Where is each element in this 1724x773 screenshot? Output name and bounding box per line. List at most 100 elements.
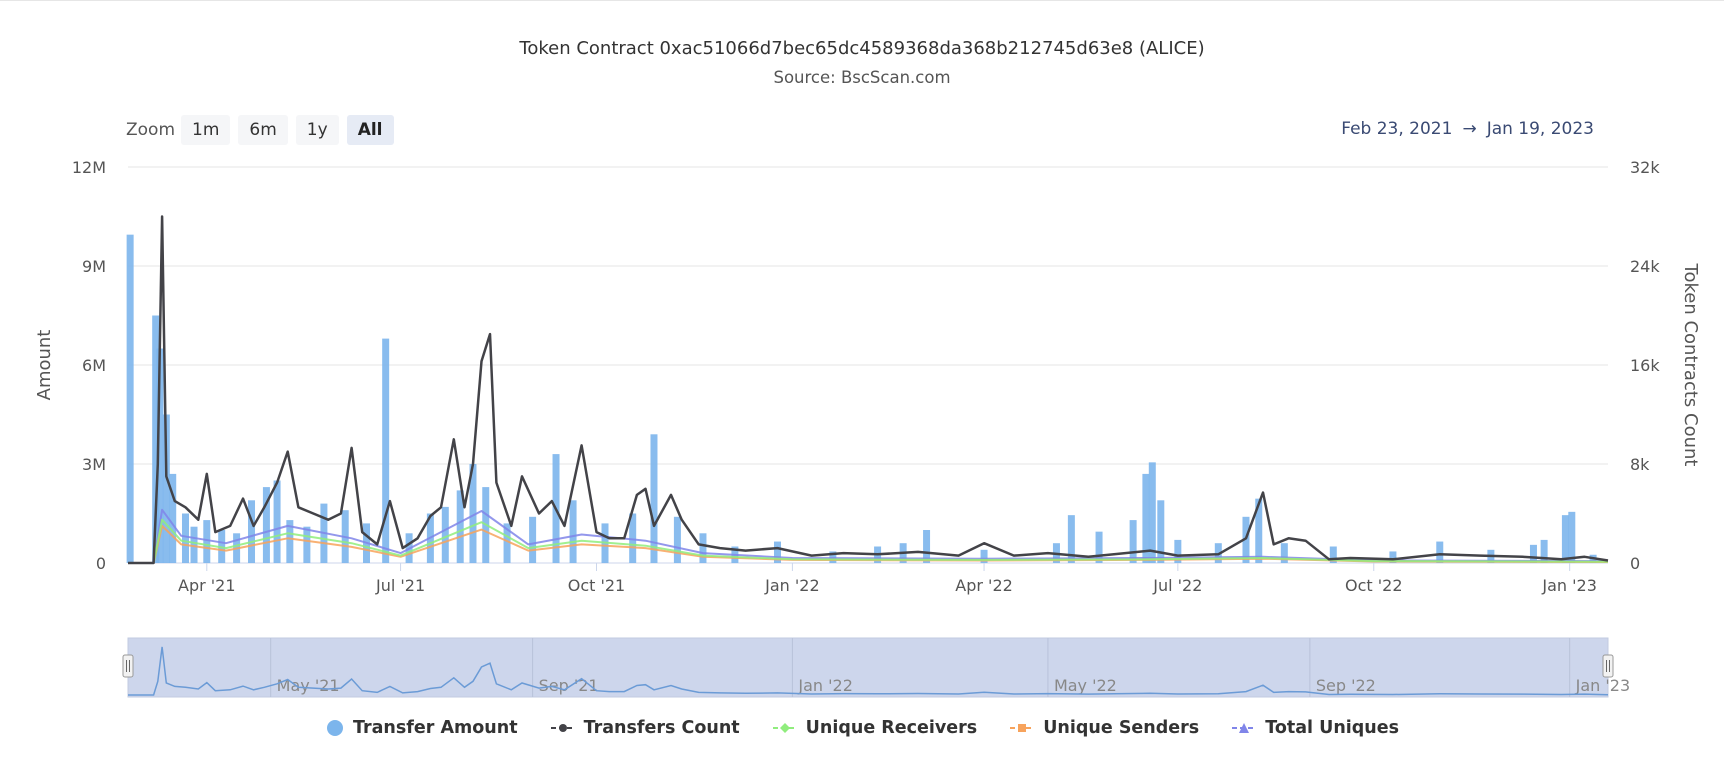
transfer-amount-bar bbox=[262, 487, 270, 563]
transfer-amount-bar bbox=[1142, 473, 1150, 563]
grid-lines bbox=[128, 166, 1608, 564]
transfer-amount-bar bbox=[1067, 515, 1075, 563]
zoom-selector: Zoom 1m 6m 1y All bbox=[126, 115, 402, 145]
x-tick-label: Oct '22 bbox=[1345, 576, 1403, 595]
transfer-amount-bar bbox=[1540, 539, 1548, 563]
transfer-amount-bar bbox=[1174, 539, 1182, 563]
legend-item-total-uniques[interactable]: Total Uniques bbox=[1231, 718, 1399, 738]
transfer-amount-bar bbox=[126, 234, 134, 563]
line-series bbox=[128, 215, 1609, 565]
transfer-amount-bar bbox=[1095, 531, 1103, 563]
navigator-tick-label: May '22 bbox=[1054, 676, 1117, 695]
line-square-icon bbox=[1010, 724, 1035, 732]
circle-icon bbox=[326, 720, 343, 736]
y-tick-label-left: 12M bbox=[72, 158, 106, 177]
transfer-amount-bar bbox=[1129, 520, 1137, 563]
transfer-amount-bar bbox=[1436, 541, 1444, 563]
transfer-amount-bar bbox=[1148, 462, 1156, 563]
total-uniques-line bbox=[128, 508, 1609, 564]
transfer-amount-bar bbox=[1242, 516, 1250, 563]
transfer-amount-bar bbox=[248, 500, 256, 563]
chart-title: Token Contract 0xac51066d7bec65dc4589368… bbox=[519, 38, 1205, 59]
transfer-amount-bar bbox=[303, 526, 311, 563]
x-tick-label: Jan '22 bbox=[764, 576, 820, 595]
transfer-amount-bar bbox=[1157, 500, 1165, 563]
y-tick-label-right: 32k bbox=[1630, 158, 1660, 177]
transfer-amount-bar bbox=[529, 516, 537, 563]
range-from[interactable]: Feb 23, 2021 bbox=[1341, 119, 1453, 139]
legend-item-transfer-amount[interactable]: Transfer Amount bbox=[325, 718, 518, 738]
legend-item-transfers-count[interactable]: Transfers Count bbox=[550, 718, 740, 738]
x-tick-label: Oct '21 bbox=[568, 576, 626, 595]
transfer-amount-bar bbox=[1280, 543, 1288, 563]
transfer-amount-bar bbox=[650, 434, 658, 563]
navigator-series-line bbox=[128, 646, 1609, 696]
navigator-left-handle[interactable] bbox=[122, 654, 134, 678]
transfer-amount-bar bbox=[699, 533, 707, 563]
x-tick-label: Jul '21 bbox=[375, 576, 425, 595]
transfer-amount-bar bbox=[1329, 546, 1337, 563]
transfer-amount-bar bbox=[1255, 498, 1263, 563]
zoom-1m-button[interactable]: 1m bbox=[181, 115, 231, 145]
navigator-right-handle[interactable] bbox=[1602, 654, 1614, 678]
legend-label: Transfers Count bbox=[583, 718, 740, 738]
transfer-amount-bar bbox=[1389, 551, 1397, 563]
transfer-amount-bar bbox=[569, 500, 577, 563]
y-tick-label-left: 0 bbox=[96, 554, 106, 573]
navigator-tick-label: May '21 bbox=[277, 676, 340, 695]
transfer-amount-bar bbox=[980, 549, 988, 563]
axes: 0 3M 6M 9M 12M 0 8k 16k 24k 32k Amount Token Contra… bbox=[34, 158, 1701, 595]
legend-label: Unique Senders bbox=[1043, 718, 1200, 738]
range-arrow: → bbox=[1462, 119, 1477, 139]
transfer-amount-bar bbox=[923, 530, 931, 563]
navigator[interactable]: May '21 Sep '21 Jan '22 May '22 Sep '22 Jan '… bbox=[122, 637, 1630, 698]
unique-receivers-line bbox=[128, 518, 1609, 564]
transfer-amount-bar bbox=[441, 506, 449, 563]
transfer-amount-bar bbox=[152, 315, 160, 563]
transfer-amount-bar bbox=[1529, 544, 1537, 563]
transfer-amount-bar bbox=[469, 464, 477, 563]
navigator-tick-label: Jan '22 bbox=[797, 676, 853, 695]
transfer-amount-bar bbox=[203, 520, 211, 563]
transfer-amount-bar bbox=[673, 516, 681, 563]
zoom-6m-button[interactable]: 6m bbox=[238, 115, 288, 145]
transfer-amount-bar bbox=[156, 348, 164, 563]
y-axis-title-right: Token Contracts Count bbox=[1680, 263, 1701, 467]
legend-label: Transfer Amount bbox=[352, 718, 518, 738]
zoom-1y-button[interactable]: 1y bbox=[295, 115, 339, 145]
y-tick-label-right: 16k bbox=[1630, 356, 1660, 375]
transfer-amount-bar bbox=[273, 480, 281, 563]
zoom-label: Zoom bbox=[126, 120, 176, 140]
transfer-amount-bar bbox=[773, 541, 781, 563]
date-range: Feb 23, 2021 → Jan 19, 2023 bbox=[1341, 119, 1594, 139]
line-diamond-icon bbox=[772, 723, 797, 733]
legend-item-unique-senders[interactable]: Unique Senders bbox=[1009, 718, 1199, 738]
transfer-amount-bar bbox=[286, 520, 294, 563]
transfer-amount-bar bbox=[1561, 515, 1569, 563]
chart-subtitle: Source: BscScan.com bbox=[773, 68, 951, 87]
zoom-all-button[interactable]: All bbox=[346, 115, 394, 145]
range-to[interactable]: Jan 19, 2023 bbox=[1486, 119, 1594, 139]
legend-item-unique-receivers[interactable]: Unique Receivers bbox=[772, 718, 977, 738]
x-tick-label: Jul '22 bbox=[1152, 576, 1202, 595]
navigator-mask bbox=[127, 637, 1609, 698]
transfer-amount-bar bbox=[1568, 511, 1576, 563]
line-triangle-icon bbox=[1232, 723, 1257, 733]
transfer-amount-columns bbox=[126, 234, 1597, 563]
x-tick-label: Apr '22 bbox=[955, 576, 1013, 595]
transfer-amount-bar bbox=[169, 473, 177, 563]
y-tick-label-left: 6M bbox=[82, 356, 106, 375]
transfers-count-line bbox=[128, 215, 1609, 565]
y-tick-label-right: 0 bbox=[1630, 554, 1640, 573]
x-tick-label: Jan '23 bbox=[1541, 576, 1597, 595]
y-tick-label-right: 24k bbox=[1630, 257, 1660, 276]
transfer-amount-bar bbox=[190, 526, 198, 563]
transfer-amount-bar bbox=[456, 490, 464, 563]
x-tick-label: Apr '21 bbox=[178, 576, 236, 595]
line-circle-icon bbox=[550, 724, 575, 732]
transfer-amount-bar bbox=[181, 513, 189, 563]
y-axis-title-left: Amount bbox=[34, 330, 55, 401]
navigator-tick-label: Sep '22 bbox=[1316, 676, 1376, 695]
transfer-amount-bar bbox=[382, 338, 390, 563]
